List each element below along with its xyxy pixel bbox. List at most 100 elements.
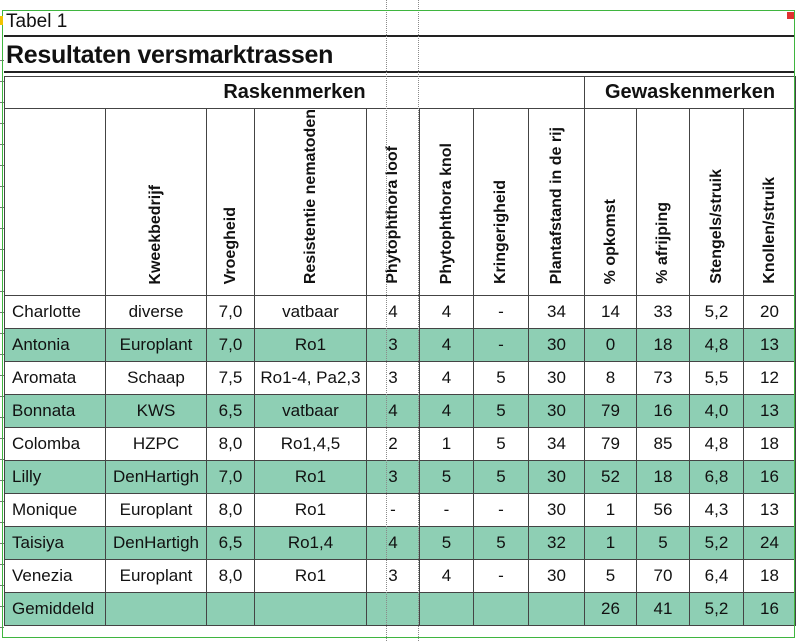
table-cell: 13 [743,394,796,429]
table-cell: DenHartigh [105,526,207,561]
table-cell: 4 [366,394,420,429]
table-cell: 1 [584,526,637,561]
column-header-label: Resistentie nematoden [301,109,319,285]
table-cell: Ro1 [254,460,367,495]
frame-handle-red[interactable] [787,12,794,19]
table-cell: 4,8 [689,328,744,363]
table-cell: 8,0 [206,559,255,594]
column-header: Phytophthora loof [366,107,420,297]
column-header-label: Phytophthora loof [384,146,401,285]
table-cell: 5 [473,460,529,495]
table-cell: Ro1,4,5 [254,427,367,462]
average-cell [254,592,367,627]
table-cell: 5 [419,460,474,495]
average-cell [473,592,529,627]
table-body: Charlotte diverse 7,0 vatbaar 4 4-34 14 33 5,2 20… [4,295,796,627]
column-header: Plantafstand in de rij [528,107,585,297]
table-cell: vatbaar [254,295,367,330]
column-header: Knollen/struik [743,107,796,297]
table-cell: 13 [743,328,796,363]
table-cell: 3 [366,328,420,363]
table-cell: 5,2 [689,526,744,561]
table-cell: 8,0 [206,493,255,528]
table-cell: 70 [636,559,690,594]
table-cell: 73 [636,361,690,396]
column-header: Resistentie nematoden [254,107,367,297]
variety-name: Aromata [4,361,106,396]
table-cell: 4 [366,295,420,330]
table-cell: Europlant [105,559,207,594]
group-raskenmerken: Raskenmerken [4,76,585,109]
results-table: Raskenmerken Gewaskenmerken Kweekbedrijf… [4,76,796,627]
average-cell: 41 [636,592,690,627]
table-cell: 30 [528,493,585,528]
table-cell: 20 [743,295,796,330]
table-cell: 7,0 [206,460,255,495]
table-cell: 4,3 [689,493,744,528]
table-cell: Europlant [105,328,207,363]
average-cell [528,592,585,627]
table-cell: 18 [743,427,796,462]
column-header-label: Stengels/struik [707,169,725,285]
table-cell: 16 [636,394,690,429]
table-cell: 5,5 [689,361,744,396]
table-cell: 5 [473,427,529,462]
average-cell [419,592,474,627]
table-cell: 7,0 [206,328,255,363]
table-row: Bonnata KWS 6,5 vatbaar 4 4 5 30 79 16 4,0 13 [4,394,796,429]
table-cell: 30 [528,361,585,396]
table-cell: 7,0 [206,295,255,330]
table-cell: 34 [528,295,585,330]
title-bar: Resultaten versmarktrassen [4,35,795,73]
table-cell: 24 [743,526,796,561]
table-cell: Ro1,4 [254,526,367,561]
table-cell: 56 [636,493,690,528]
average-cell [105,592,207,627]
table-cell: 4 [366,526,420,561]
variety-name: Venezia [4,559,106,594]
table-row: Monique Europlant 8,0 Ro1- - -30 1 56 4,3 13 [4,493,796,528]
table-cell: - [473,559,529,594]
table-cell: diverse [105,295,207,330]
table-cell: 3 [366,460,420,495]
column-header: Vroegheid [206,107,255,297]
average-cell [366,592,420,627]
table-row: Charlotte diverse 7,0 vatbaar 4 4-34 14 33 5,2 20 [4,295,796,330]
column-header-label: Knollen/struik [760,177,778,285]
table-cell: 34 [528,427,585,462]
table-row: Venezia Europlant 8,0 Ro1 3 4-30 5 70 6,4 18 [4,559,796,594]
table-cell: 30 [528,394,585,429]
table-cell: - [366,493,420,528]
table-cell: 4,8 [689,427,744,462]
table-cell: - [419,493,474,528]
column-header: Kweekbedrijf [105,107,207,297]
table-cell: 18 [636,460,690,495]
table-cell: 3 [366,361,420,396]
column-header: % opkomst [584,107,637,297]
table-cell: 14 [584,295,637,330]
column-header: Phytophthora knol [419,107,474,297]
average-cell: 26 [584,592,637,627]
table-row: Aromata Schaap 7,5 Ro1-4, Pa2,3 3 4 5 30 8 73 5,5 1… [4,361,796,396]
table-row: Taisiya DenHartigh 6,5 Ro1,4 4 5 5 32 1 5 5,2 24 [4,526,796,561]
table-cell: 6,5 [206,526,255,561]
table-cell: Schaap [105,361,207,396]
column-header: Stengels/struik [689,107,744,297]
table-cell: 30 [528,328,585,363]
variety-name: Charlotte [4,295,106,330]
table-cell: 7,5 [206,361,255,396]
table-cell: - [473,493,529,528]
average-label: Gemiddeld [4,592,106,627]
table-row: Lilly DenHartigh 7,0 Ro1 3 5 5 30 52 18 6,8 16 [4,460,796,495]
table-cell: - [473,295,529,330]
table-cell: 8,0 [206,427,255,462]
column-header-label: % opkomst [601,198,619,285]
table-cell: 4 [419,295,474,330]
table-cell: DenHartigh [105,460,207,495]
table-cell: 52 [584,460,637,495]
table-cell: 4 [419,361,474,396]
column-header: % afrijping [636,107,690,297]
variety-name: Bonnata [4,394,106,429]
table-cell: 5 [636,526,690,561]
